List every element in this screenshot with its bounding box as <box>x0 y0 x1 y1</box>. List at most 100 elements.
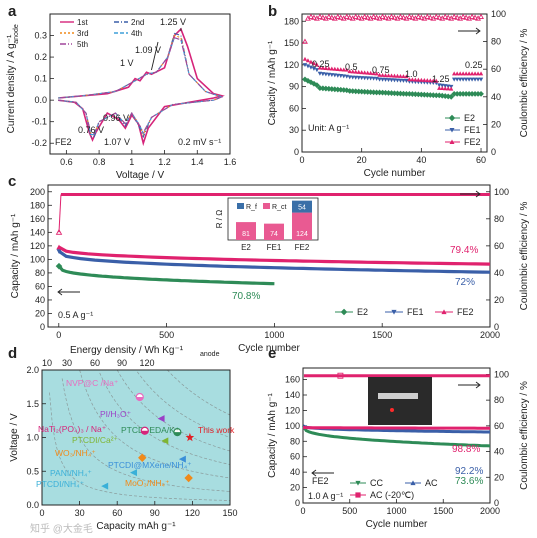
b-legend-marker-0 <box>448 114 456 122</box>
b-FE1-point-21 <box>362 76 367 81</box>
b-FE2-point-1 <box>302 56 308 61</box>
b-y2tick-label-4: 80 <box>491 37 501 47</box>
a-legend-label-4: 4th <box>131 29 142 38</box>
e-ytick-label-8: 160 <box>285 375 300 385</box>
e-y2tick-label-2: 40 <box>494 447 504 457</box>
b-FE2-point-48 <box>443 86 448 91</box>
b-ce-point-16 <box>346 14 353 20</box>
d-point-label-1: PI/H₃O⁺ <box>100 409 132 419</box>
b-FE2-point-54 <box>460 71 466 76</box>
b-FE2-point-41 <box>422 77 427 82</box>
b-rate-label-3: 1.0 <box>405 69 418 79</box>
d-xtick-label-5: 150 <box>222 508 237 518</box>
b-FE1-point-54 <box>460 77 466 82</box>
b-FE2-point-29 <box>386 73 391 78</box>
c-E2-curve <box>57 265 275 286</box>
b-FE2-point-25 <box>374 71 379 76</box>
panel-d: d 0 30 60 90 120 150 0.0 0.5 1.0 1.5 2.0 Capacity mA… <box>8 345 238 532</box>
e-arrow-right <box>458 381 481 389</box>
b-ce-point-21 <box>361 13 368 19</box>
watermark: 知乎 @大金毛 <box>30 522 93 535</box>
d-xtick-label-2: 60 <box>112 508 122 518</box>
b-unit-text: Unit: A g⁻¹ <box>308 123 349 133</box>
b-FE1-point-17 <box>350 75 355 80</box>
d-point-6 <box>138 453 147 462</box>
d-top-label-sub: anode <box>200 351 220 358</box>
e-cell-label: FE2 <box>312 476 329 486</box>
b-FE2-point-2 <box>305 58 311 63</box>
b-ytick-label-5: 150 <box>284 38 299 48</box>
e-xtick-label-0: 0 <box>300 506 305 516</box>
b-FE2-point-26 <box>377 72 382 77</box>
d-top-tick-0: 10 <box>42 358 52 368</box>
b-ce-point-7 <box>319 14 326 20</box>
e-xlabel: Cycle number <box>366 519 428 530</box>
b-FE2-point-55 <box>463 71 469 76</box>
b-FE2-point-9 <box>326 66 332 71</box>
a-ylabel: Current density / A g⁻¹ <box>6 34 17 133</box>
c-y2tick-label-1: 20 <box>494 295 504 305</box>
b-FE1-point-6 <box>317 71 323 76</box>
b-FE1-point-27 <box>380 77 385 82</box>
b-FE1-point-14 <box>341 74 346 79</box>
b-FE1-point-18 <box>353 75 358 80</box>
b-ce-point-45 <box>433 13 440 19</box>
b-FE2-point-4 <box>311 61 317 66</box>
e-retention-ac: 92.2% <box>455 466 483 477</box>
b-ytick-label-6: 180 <box>284 16 299 26</box>
b-FE1-point-26 <box>377 77 382 82</box>
c-inset-label-rct-2: 124 <box>296 231 308 238</box>
panel-e-letter: e <box>268 345 276 362</box>
b-FE1-point-58 <box>472 77 478 82</box>
b-FE2-point-16 <box>347 69 352 74</box>
e-retention-ac-cold: 98.8% <box>452 444 480 455</box>
b-FE2-point-5 <box>314 62 320 67</box>
b-FE1-point-2 <box>305 64 311 69</box>
b-FE1-point-7 <box>320 72 326 77</box>
b-FE1-point-1 <box>302 63 308 68</box>
d-iso-curve-6 <box>167 369 231 416</box>
a-legend-label-1: 1st <box>77 18 88 27</box>
c-legend-marker-2 <box>441 309 447 315</box>
c-y2tick-label-4: 80 <box>494 214 504 224</box>
b-ytick-label-1: 30 <box>289 125 299 135</box>
panel-a: a 0.6 0.8 1 1.2 1.4 1.6 -0.2 -0.1 0.0 0.1 0.2 0.3 Vol… <box>6 3 236 181</box>
b-FE1-point-10 <box>329 73 335 78</box>
e-arrow-left <box>311 469 334 477</box>
b-FE2-point-12 <box>335 67 341 71</box>
c-FE1-first-point <box>56 249 62 254</box>
b-FE2-point-30 <box>389 73 394 78</box>
c-arrow-left <box>57 288 80 296</box>
c-current-text: 0.5 A g⁻¹ <box>58 310 93 320</box>
a-ytick-label-1: -0.1 <box>31 117 47 127</box>
e-ytick-label-2: 40 <box>290 467 300 477</box>
b-ce-point-40 <box>418 14 425 20</box>
b-ce-point-60 <box>478 13 484 19</box>
a-xtick-label-5: 1.6 <box>224 157 237 167</box>
b-FE2-point-37 <box>410 77 415 82</box>
c-E2-first-point <box>55 262 63 270</box>
b-legend-label-0: E2 <box>464 113 475 123</box>
d-ytick-label-3: 1.5 <box>26 399 39 409</box>
d-point-4 <box>185 432 195 442</box>
d-point-label-10: PTCDI/NH₄⁺ <box>36 479 85 489</box>
e-ytick-label-3: 60 <box>290 452 300 462</box>
e-y2tick-label-3: 60 <box>494 421 504 431</box>
a-legend-label-3: 3rd <box>77 29 89 38</box>
c-ylabel2: Coulombic efficiency / % <box>519 202 530 311</box>
b-ce-point-13 <box>337 14 344 20</box>
c-inset-label-rct-1: 74 <box>270 231 278 238</box>
c-y2tick-label-5: 100 <box>494 187 509 197</box>
b-FE2-point-31 <box>392 73 397 78</box>
d-top-label: Energy density / Wh Kg⁻¹ <box>70 345 184 356</box>
d-ytick-label-2: 1.0 <box>26 433 39 443</box>
d-iso-curve-3 <box>99 372 231 465</box>
e-legend-marker-2 <box>355 492 361 498</box>
b-ce-point-10 <box>328 14 335 20</box>
b-FE2-point-14 <box>341 67 346 72</box>
b-FE1-point-46 <box>437 83 442 88</box>
a-xtick-label-3: 1.2 <box>158 157 171 167</box>
panel-d-letter: d <box>8 345 17 362</box>
b-FE2-point-59 <box>475 71 481 76</box>
b-ce-point-57 <box>469 13 476 19</box>
